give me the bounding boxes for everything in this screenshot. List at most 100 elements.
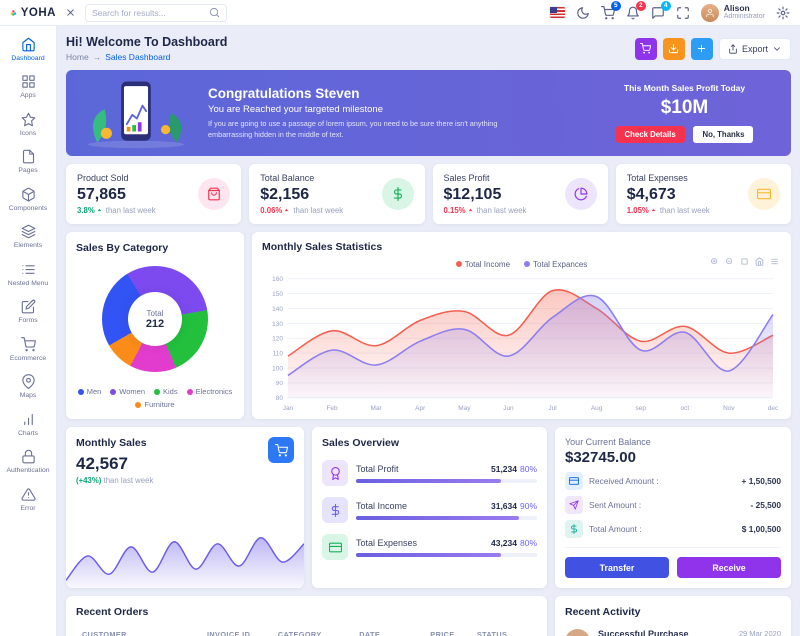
column-header[interactable]: Price xyxy=(424,625,471,636)
monthly-sales-sparkline[interactable] xyxy=(66,530,304,588)
banner-amount: $10M xyxy=(660,97,709,118)
sidebar-item-elements[interactable]: Elements xyxy=(0,218,56,255)
page-header: Hi! Welcome To Dashboard Home → Sales Da… xyxy=(66,35,791,62)
sidebar-item-icons[interactable]: Icons xyxy=(0,106,56,143)
congratulations-banner: Congratulations Steven You are Reached y… xyxy=(66,70,791,156)
messages-button[interactable]: 4 xyxy=(651,0,671,20)
legend-dot xyxy=(135,401,142,408)
svg-text:Nov: Nov xyxy=(723,405,735,412)
topbar: YOHA 5 2 4 Alison Administrator xyxy=(0,0,800,26)
legend-item[interactable]: Total Expances xyxy=(524,260,587,269)
sidebar-item-nested-menu[interactable]: Nested Menu xyxy=(0,256,56,293)
dark-mode-button[interactable] xyxy=(576,6,590,20)
download-action-button[interactable] xyxy=(662,37,685,60)
column-header[interactable]: Invoice ID xyxy=(200,625,272,636)
search-input[interactable] xyxy=(92,7,205,18)
breadcrumb-current: Sales Dashboard xyxy=(105,52,171,62)
stat-value: $4,673 xyxy=(626,186,676,203)
stat-label: Sales Profit xyxy=(443,173,490,183)
zoom-in-icon[interactable] xyxy=(710,257,719,266)
activity-date: 29 Mar 2020 xyxy=(738,629,781,636)
legend-item[interactable]: Women xyxy=(110,387,145,396)
overview-value: 51,234 xyxy=(490,463,517,474)
card-title: Monthly Sales Statistics xyxy=(262,241,383,253)
search-icon[interactable] xyxy=(209,7,220,18)
receive-button[interactable]: Receive xyxy=(677,557,781,578)
overview-label: Total Income xyxy=(356,500,408,511)
svg-text:Jan: Jan xyxy=(283,405,294,412)
sidebar-item-label: Components xyxy=(8,204,48,212)
monthly-sales-card: Monthly Sales 42,567 (+43%) than last we… xyxy=(66,427,304,588)
moon-icon xyxy=(576,6,590,20)
credit-card-icon xyxy=(322,534,348,560)
column-header[interactable]: Date xyxy=(353,625,425,636)
sidebar-item-label: Icons xyxy=(19,129,37,137)
search-box xyxy=(85,3,227,22)
no-thanks-button[interactable]: No, Thanks xyxy=(693,126,754,143)
zoom-out-icon[interactable] xyxy=(725,257,734,266)
stat-value: $2,156 xyxy=(260,186,310,203)
legend-dot xyxy=(110,388,117,395)
breadcrumb-home[interactable]: Home xyxy=(66,52,89,62)
check-details-button[interactable]: Check Details xyxy=(615,126,685,143)
current-balance-card: Your Current Balance $32745.00 Received … xyxy=(555,427,791,588)
card-title: Sales By Category xyxy=(76,242,169,254)
sidebar-item-label: Authentication xyxy=(6,467,50,475)
list-item[interactable]: Successful Purchase Order ID: #4567 29 M… xyxy=(565,629,781,636)
legend-dot xyxy=(77,388,84,395)
user-menu[interactable]: Alison Administrator xyxy=(700,3,765,22)
cart-action-button[interactable] xyxy=(634,37,657,60)
settings-button[interactable] xyxy=(776,6,790,20)
map-pin-icon xyxy=(21,374,36,389)
stat-change: 3.8% xyxy=(77,206,95,215)
legend-item[interactable]: Furniture xyxy=(135,400,175,409)
column-header[interactable]: Category xyxy=(271,625,354,636)
svg-text:Apr: Apr xyxy=(415,405,426,412)
messages-badge: 4 xyxy=(660,0,671,11)
recent-orders-card: Recent Orders Customer Invoice ID Catego… xyxy=(66,596,547,636)
balance-amount: $ 1,00,500 xyxy=(741,524,781,534)
lock-icon xyxy=(21,449,36,464)
activity-title: Successful Purchase xyxy=(598,629,689,636)
column-header[interactable]: Status xyxy=(470,625,537,636)
sidebar-item-label: Charts xyxy=(17,429,39,437)
us-flag-icon[interactable] xyxy=(549,7,565,18)
sidebar-item-error[interactable]: Error xyxy=(0,481,56,518)
svg-text:dec: dec xyxy=(768,405,779,412)
notifications-button[interactable]: 2 xyxy=(626,0,646,20)
monthly-sales-statistics-chart[interactable]: 80 90 100 110 120 130 140 150 160 Jan Feb Mar Apr May… xyxy=(262,273,781,415)
overview-label: Total Expenses xyxy=(356,537,418,548)
cart-button[interactable]: 5 xyxy=(601,0,621,20)
sidebar-item-label: Dashboard xyxy=(11,55,45,62)
svg-text:160: 160 xyxy=(272,276,283,283)
add-action-button[interactable] xyxy=(690,37,713,60)
reset-home-icon[interactable] xyxy=(755,257,764,266)
sidebar-item-components[interactable]: Components xyxy=(0,181,56,218)
transfer-button[interactable]: Transfer xyxy=(565,557,669,578)
balance-row: Sent Amount : - 25,500 xyxy=(565,496,781,514)
sidebar-item-ecommerce[interactable]: Ecommerce xyxy=(0,331,56,368)
selection-icon[interactable] xyxy=(740,257,749,266)
column-header[interactable]: Customer xyxy=(76,625,201,636)
sidebar-item-charts[interactable]: Charts xyxy=(0,406,56,443)
main-content: Hi! Welcome To Dashboard Home → Sales Da… xyxy=(57,26,800,636)
legend-item[interactable]: Electronics xyxy=(186,387,232,396)
sidebar-item-pages[interactable]: Pages xyxy=(0,143,56,180)
legend-item[interactable]: Kids xyxy=(154,387,178,396)
fullscreen-button[interactable] xyxy=(676,6,690,20)
chart-menu-icon[interactable] xyxy=(770,257,779,266)
legend-item[interactable]: Total Income xyxy=(455,260,510,269)
brand[interactable]: YOHA xyxy=(10,6,56,20)
sidebar-item-maps[interactable]: Maps xyxy=(0,368,56,405)
sidebar-item-apps[interactable]: Apps xyxy=(0,68,56,105)
banner-subtitle: You are Reached your targeted milestone xyxy=(208,104,383,116)
export-button[interactable]: Export xyxy=(718,37,791,60)
list-icon xyxy=(21,262,36,277)
legend-dot xyxy=(186,388,193,395)
legend-item[interactable]: Men xyxy=(77,387,101,396)
sidebar-item-dashboard[interactable]: Dashboard xyxy=(0,31,56,68)
sidebar-toggle-button[interactable] xyxy=(65,7,76,18)
sidebar-item-authentication[interactable]: Authentication xyxy=(0,443,56,480)
stat-card-product-sold: Product Sold 57,865 3.8% than last week xyxy=(66,164,242,224)
sidebar-item-forms[interactable]: Forms xyxy=(0,293,56,330)
